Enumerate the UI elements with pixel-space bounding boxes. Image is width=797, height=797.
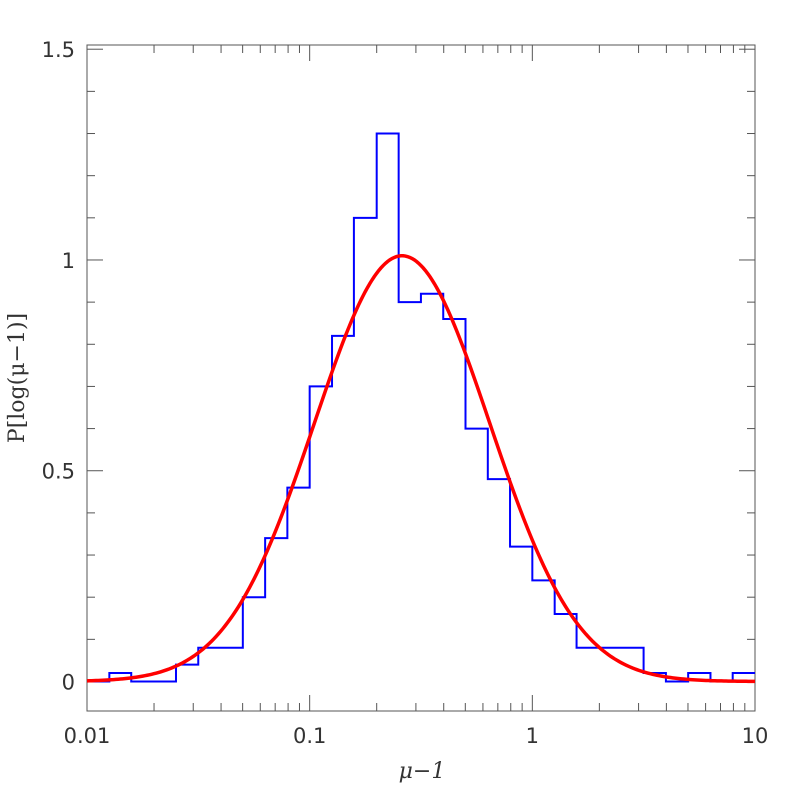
tick-labels: 0.01 0.1 1 10 0 0.5 1 1.5 — [42, 38, 769, 748]
x-tick-label: 0.1 — [293, 724, 326, 748]
histogram-series — [87, 132, 755, 683]
x-tick-label: 1 — [526, 724, 539, 748]
y-tick-label: 0 — [62, 670, 75, 694]
x-tick-label: 0.01 — [64, 724, 111, 748]
y-axis-label: P[log(μ−1)] — [5, 313, 30, 443]
plot-frame — [86, 44, 756, 712]
y-tick-label: 1 — [62, 249, 75, 273]
y-tick-label: 0.5 — [42, 460, 75, 484]
gaussian-fit-curve — [86, 254, 756, 684]
x-tick-label: 10 — [742, 724, 769, 748]
x-axis-label: μ−1 — [399, 759, 446, 784]
y-tick-label: 1.5 — [42, 38, 75, 62]
axis-ticks — [86, 45, 756, 711]
